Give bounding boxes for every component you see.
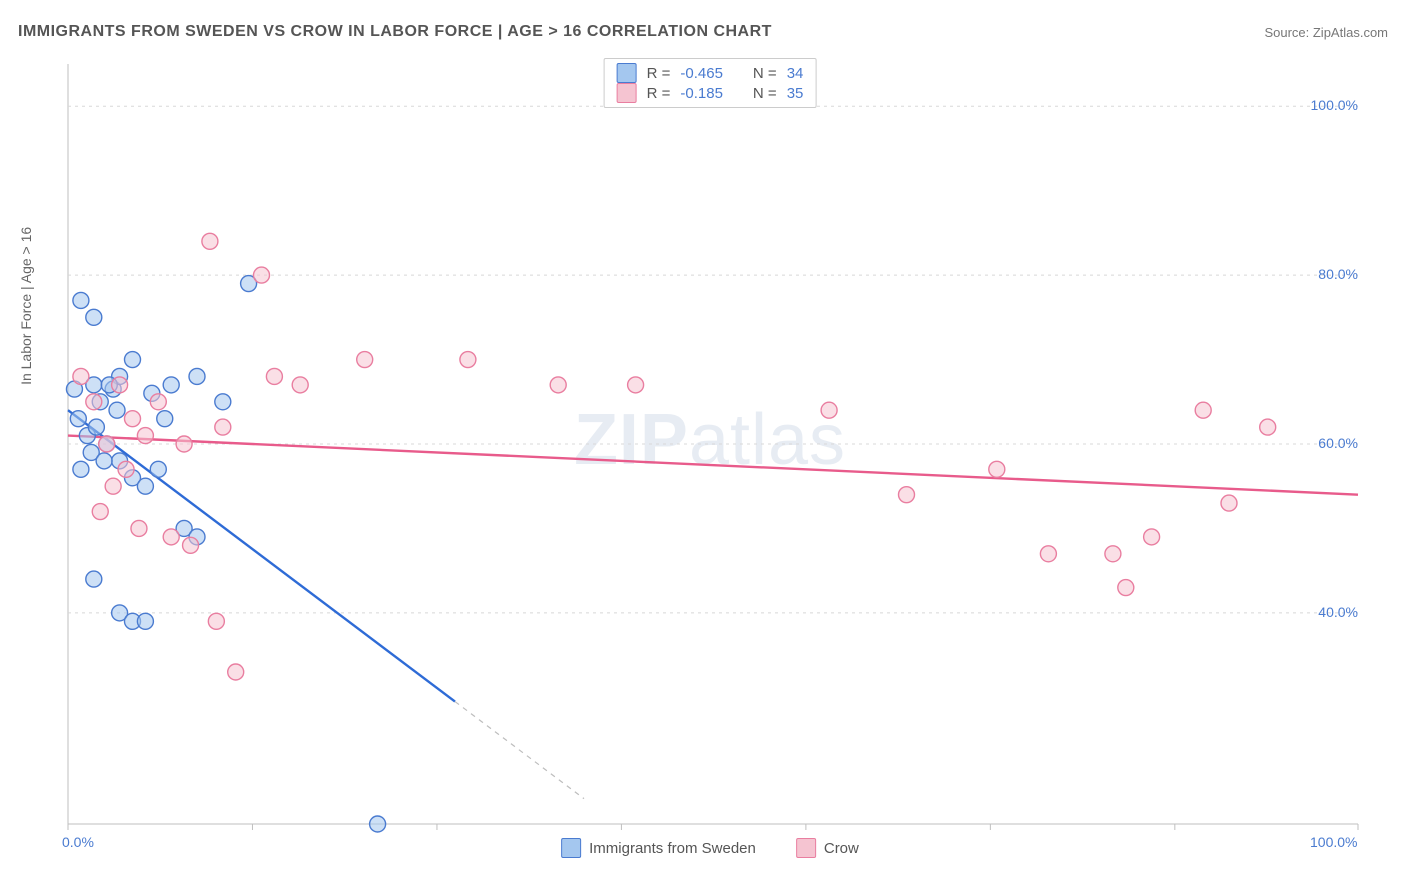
chart-title: IMMIGRANTS FROM SWEDEN VS CROW IN LABOR …: [18, 23, 772, 41]
y-axis-label: In Labor Force | Age > 16: [18, 227, 34, 385]
source-label: Source: ZipAtlas.com: [1264, 25, 1388, 40]
r-value-crow: -0.185: [680, 85, 723, 102]
legend-row-sweden: R = -0.465 N = 34: [617, 63, 804, 83]
n-label: N =: [753, 65, 777, 82]
r-value-sweden: -0.465: [680, 65, 723, 82]
y-tick-label: 80.0%: [1318, 266, 1358, 282]
n-label: N =: [753, 85, 777, 102]
r-label: R =: [647, 85, 671, 102]
legend-correlation: R = -0.465 N = 34 R = -0.185 N = 35: [604, 58, 817, 108]
n-value-sweden: 34: [787, 65, 804, 82]
scatter-plot: [50, 56, 1370, 856]
chart-area: In Labor Force | Age > 16 ZIPatlas R =-0…: [50, 56, 1370, 856]
legend-item-sweden: Immigrants from Sweden: [561, 838, 756, 858]
y-tick-label: 40.0%: [1318, 604, 1358, 620]
y-tick-label: 60.0%: [1318, 435, 1358, 451]
swatch-crow: [617, 83, 637, 103]
x-tick-label: 0.0%: [62, 834, 94, 850]
r-label: R =: [647, 65, 671, 82]
x-tick-label: 100.0%: [1310, 834, 1357, 850]
y-tick-label: 100.0%: [1311, 97, 1358, 113]
legend-row-crow: R = -0.185 N = 35: [617, 83, 804, 103]
n-value-crow: 35: [787, 85, 804, 102]
swatch-crow: [796, 838, 816, 858]
legend-item-crow: Crow: [796, 838, 859, 858]
series-label-crow: Crow: [824, 840, 859, 857]
swatch-sweden: [617, 63, 637, 83]
swatch-sweden: [561, 838, 581, 858]
series-label-sweden: Immigrants from Sweden: [589, 840, 756, 857]
legend-series: Immigrants from Sweden Crow: [555, 838, 865, 858]
